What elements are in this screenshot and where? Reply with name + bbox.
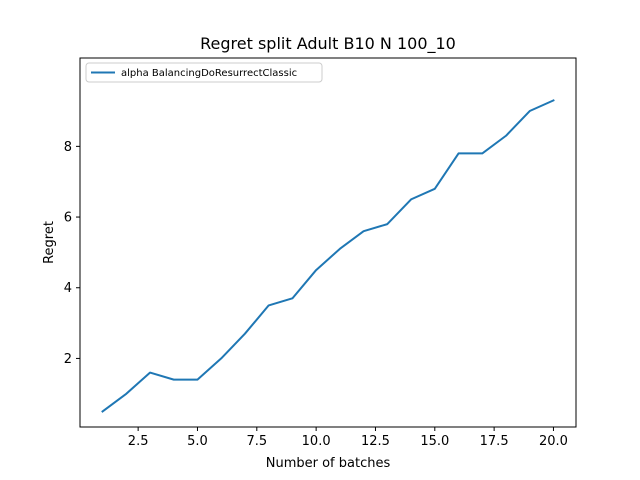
legend-label: alpha BalancingDoResurrectClassic	[121, 68, 297, 79]
x-tick-label: 5.0	[187, 434, 208, 449]
y-axis-label: Regret	[42, 221, 57, 264]
y-tick-label: 2	[64, 352, 72, 367]
legend-box	[85, 62, 323, 83]
x-tick-label: 15.0	[420, 434, 449, 449]
chart-title: Regret split Adult B10 N 100_10	[200, 34, 456, 54]
plot-area	[79, 57, 577, 428]
x-tick-label: 2.5	[128, 434, 149, 449]
y-tick-label: 8	[64, 140, 72, 155]
legend: alpha BalancingDoResurrectClassic	[85, 62, 323, 83]
series-line	[101, 99, 555, 413]
x-tick-label: 20.0	[539, 434, 568, 449]
y-tick-label: 4	[64, 281, 72, 296]
x-tick-label: 10.0	[302, 434, 331, 449]
series-layer	[101, 99, 555, 413]
x-axis-ticks: 2.5 5.0 7.5 10.0 12.5 15.0 17.5 20.0	[128, 427, 568, 449]
x-tick-label: 12.5	[361, 434, 390, 449]
y-tick-label: 6	[64, 211, 72, 226]
x-tick-label: 7.5	[246, 434, 267, 449]
x-axis-label: Number of batches	[266, 456, 391, 471]
axes-frame	[79, 57, 577, 428]
x-tick-label: 17.5	[480, 434, 509, 449]
y-axis-ticks: 2 4 6 8	[64, 140, 80, 367]
